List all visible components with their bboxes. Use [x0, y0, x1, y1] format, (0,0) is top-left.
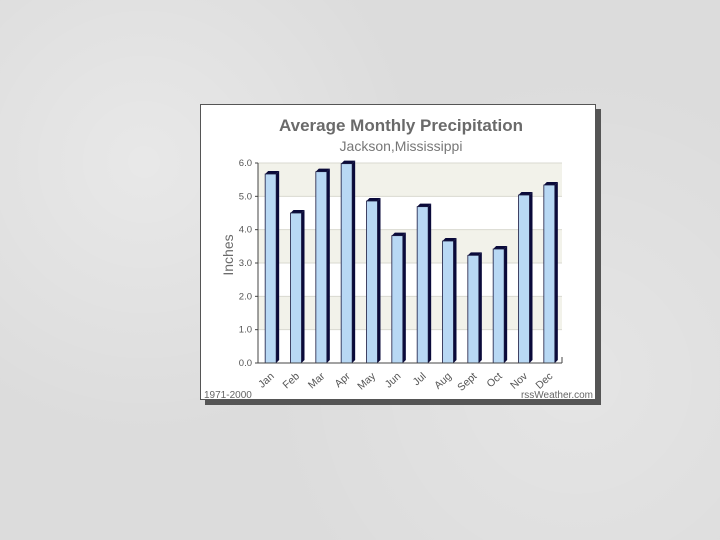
- y-tick-label: 5.0: [239, 191, 252, 202]
- x-category-label: May: [355, 370, 378, 393]
- source-label: rssWeather.com: [521, 390, 593, 399]
- bar-sept: [467, 252, 482, 364]
- bar-face: [264, 173, 277, 364]
- x-category-label: Jun: [383, 370, 404, 390]
- x-category-label: Apr: [332, 370, 353, 390]
- bar-jan: [264, 171, 280, 364]
- y-tick-label: 3.0: [239, 258, 252, 269]
- grid-band: [258, 163, 562, 197]
- bar-top: [391, 232, 406, 236]
- bar-face: [543, 184, 556, 364]
- bar-top: [366, 198, 381, 201]
- bar-top: [518, 192, 533, 195]
- bar-top: [493, 246, 508, 249]
- bar-side: [352, 160, 356, 363]
- bar-nov: [518, 192, 533, 364]
- precipitation-chart: 0.0 1.0 2.0 3.0 4.0 5.0 6.0 Jan Feb Mar Apr May Jun…: [204, 116, 593, 399]
- chart-title: Average Monthly Precipitation: [279, 116, 523, 135]
- bar-jun: [391, 232, 406, 364]
- bar-oct: [492, 246, 508, 364]
- x-category-label: Nov: [508, 370, 530, 392]
- bar-side: [276, 171, 280, 363]
- bar-side: [326, 168, 330, 363]
- bar-mar: [315, 168, 330, 364]
- x-category-label: Jul: [411, 370, 429, 388]
- x-category-label: Mar: [306, 370, 328, 391]
- bar-side: [428, 203, 432, 363]
- bar-top: [341, 160, 356, 164]
- bar-face: [518, 194, 530, 364]
- bar-top: [315, 168, 330, 172]
- x-category-label: Jan: [256, 370, 277, 390]
- bar-top: [442, 238, 457, 241]
- y-tick-label: 4.0: [239, 225, 252, 236]
- bar-face: [340, 163, 353, 364]
- bar-side: [554, 182, 558, 363]
- y-tick-label: 6.0: [239, 158, 252, 169]
- y-tick-label: 1.0: [239, 325, 252, 336]
- bar-side: [301, 210, 305, 363]
- x-category-label: Dec: [533, 370, 555, 391]
- bar-top: [543, 182, 558, 185]
- y-tick-label: 2.0: [239, 291, 252, 302]
- bar-jul: [416, 203, 432, 364]
- bar-side: [453, 238, 457, 363]
- bar-top: [265, 171, 280, 174]
- bar-face: [467, 254, 480, 364]
- x-category-label: Oct: [484, 370, 504, 390]
- bar-side: [504, 246, 508, 363]
- y-axis-label: Inches: [220, 234, 236, 275]
- bar-top: [417, 203, 432, 207]
- bar-feb: [290, 210, 305, 364]
- bar-face: [492, 248, 505, 364]
- chart-card: 0.0 1.0 2.0 3.0 4.0 5.0 6.0 Jan Feb Mar Apr May Jun…: [200, 104, 596, 400]
- bar-face: [416, 206, 429, 364]
- bar-aug: [442, 238, 457, 364]
- bar-face: [315, 171, 328, 364]
- x-category-label: Sept: [455, 370, 479, 393]
- bar-face: [391, 235, 404, 364]
- bar-side: [478, 252, 482, 363]
- bar-may: [366, 198, 381, 364]
- bar-dec: [543, 182, 558, 364]
- bar-side: [402, 232, 406, 363]
- bar-top: [467, 252, 482, 256]
- x-category-label: Aug: [432, 370, 454, 392]
- x-category-label: Feb: [281, 370, 303, 391]
- chart-subtitle: Jackson,Mississippi: [340, 138, 463, 154]
- bar-side: [529, 192, 533, 363]
- bar-apr: [340, 160, 356, 364]
- bar-face: [366, 200, 378, 364]
- grid-band: [258, 229, 562, 263]
- grid-band: [258, 296, 562, 330]
- bar-face: [442, 240, 454, 364]
- y-tick-label: 0.0: [239, 358, 252, 369]
- bar-face: [290, 212, 302, 364]
- bar-top: [290, 210, 305, 213]
- bar-side: [377, 198, 381, 363]
- period-label: 1971-2000: [204, 390, 252, 399]
